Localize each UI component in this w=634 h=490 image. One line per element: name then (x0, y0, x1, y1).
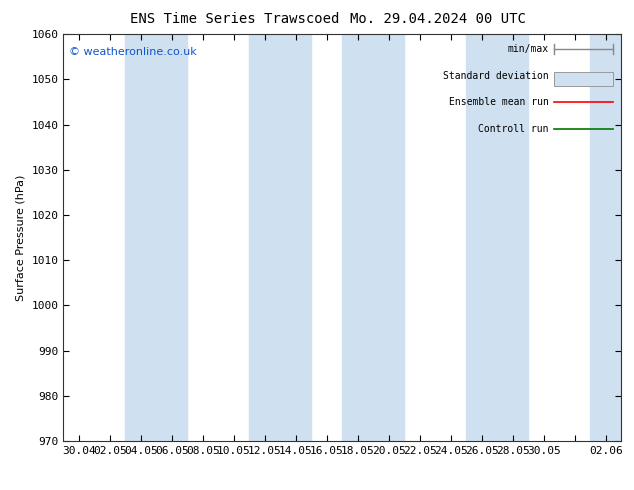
Bar (590, 34, 621, 441)
Text: ENS Time Series Trawscoed: ENS Time Series Trawscoed (130, 12, 339, 26)
Text: min/max: min/max (508, 45, 549, 54)
Bar (126, 34, 188, 441)
Bar (249, 34, 311, 441)
Text: Ensemble mean run: Ensemble mean run (449, 98, 549, 107)
Text: Mo. 29.04.2024 00 UTC: Mo. 29.04.2024 00 UTC (349, 12, 526, 26)
Text: Standard deviation: Standard deviation (443, 71, 549, 81)
Text: Controll run: Controll run (478, 124, 549, 134)
Text: © weatheronline.co.uk: © weatheronline.co.uk (69, 47, 197, 56)
Bar (342, 34, 404, 441)
Bar (467, 34, 528, 441)
FancyBboxPatch shape (554, 72, 613, 86)
Y-axis label: Surface Pressure (hPa): Surface Pressure (hPa) (16, 174, 26, 301)
